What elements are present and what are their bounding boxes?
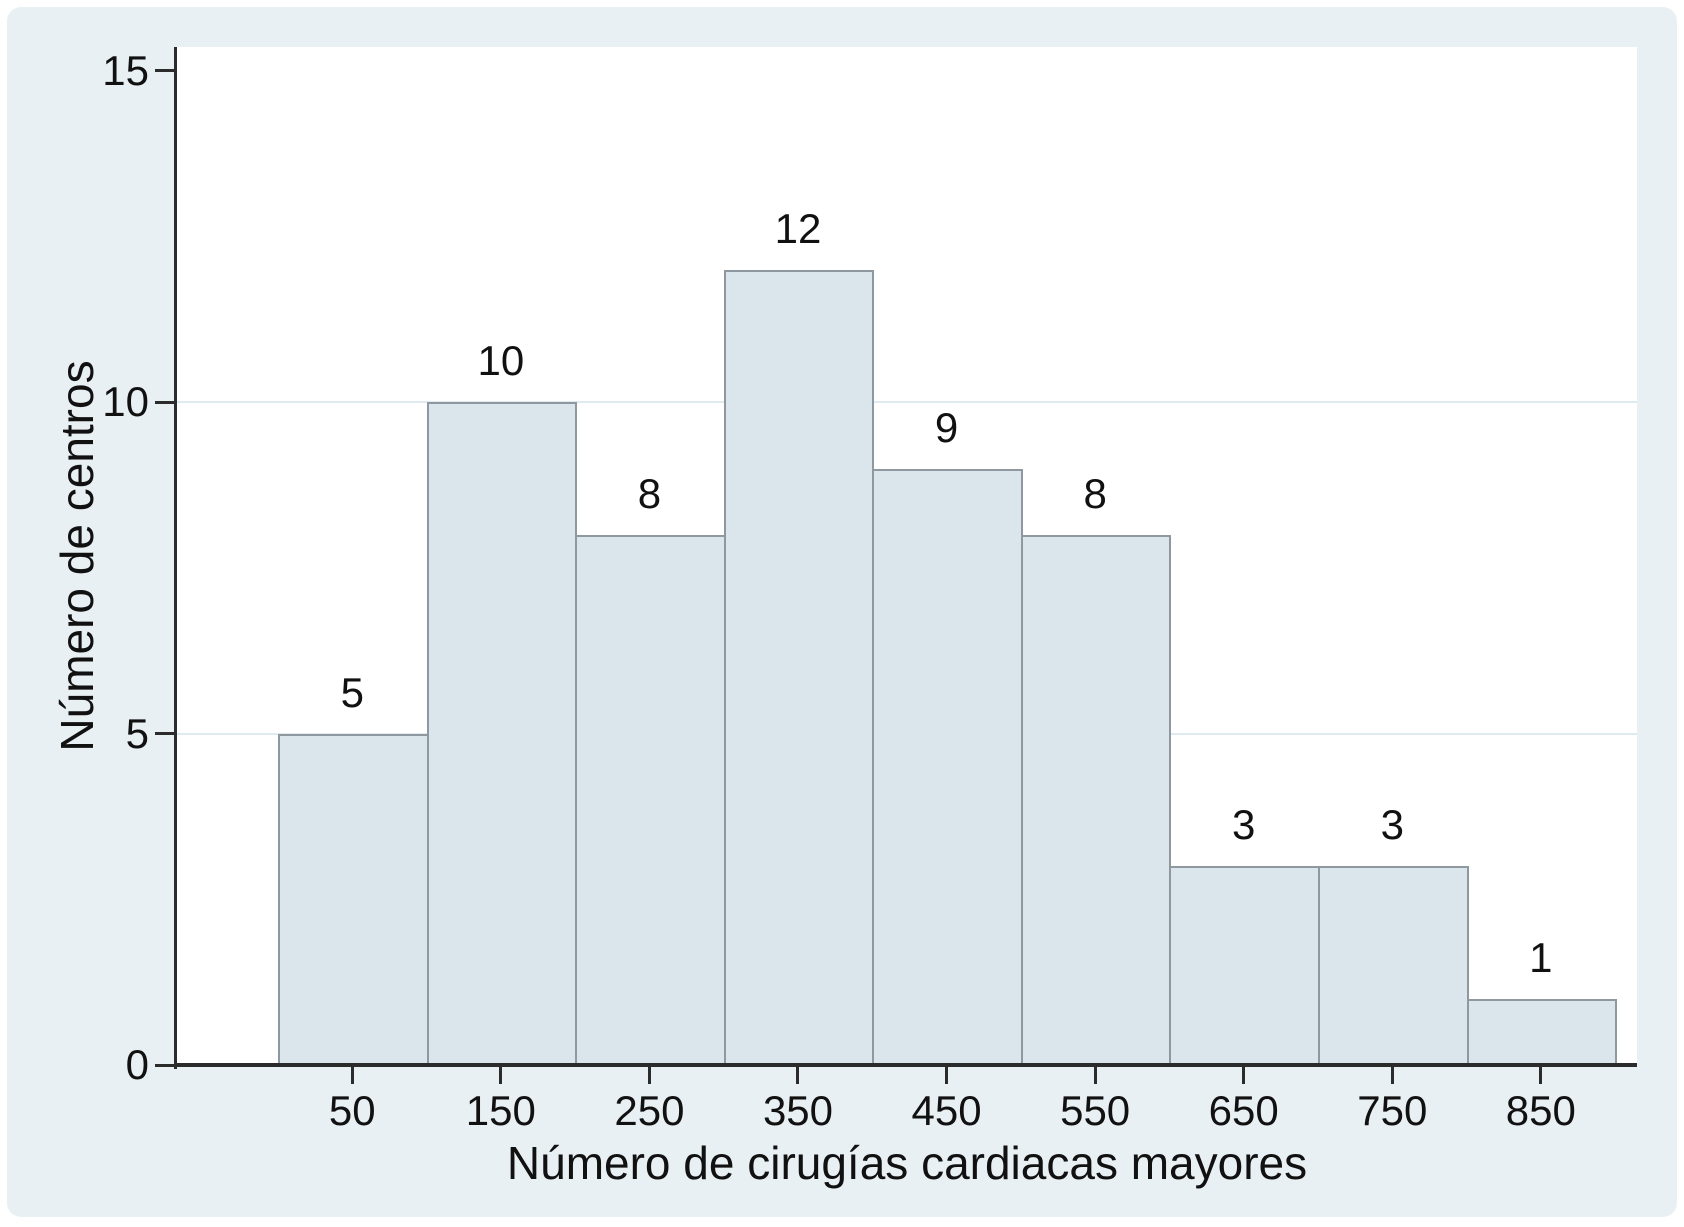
x-tick [1093, 1067, 1097, 1084]
x-axis-title: Número de cirugías cardiacas mayores [506, 1137, 1308, 1189]
bar-value-label: 8 [1083, 469, 1107, 517]
bar [278, 733, 429, 1065]
bar-value-label: 1 [1529, 933, 1553, 981]
bar-value-label: 8 [637, 469, 662, 517]
bar-value-label: 5 [340, 668, 364, 716]
bar-value-label: 9 [934, 403, 959, 451]
x-tick-label: 750 [1357, 1087, 1428, 1134]
y-axis-title: Número de centros [51, 360, 103, 752]
x-axis-line [174, 1063, 1637, 1067]
bar [1466, 998, 1618, 1065]
y-tick-label: 5 [125, 709, 149, 757]
x-tick [1539, 1067, 1543, 1084]
x-tick-label: 350 [762, 1087, 834, 1134]
y-gridline [177, 401, 1637, 404]
y-tick-label: 15 [102, 46, 149, 94]
x-tick-label: 650 [1208, 1087, 1279, 1134]
x-tick-label: 550 [1060, 1087, 1131, 1134]
x-tick-label: 150 [465, 1087, 536, 1134]
x-tick [945, 1067, 949, 1084]
x-tick-label: 850 [1505, 1087, 1576, 1134]
y-tick [155, 1063, 174, 1067]
bar [1169, 866, 1320, 1065]
bar [1020, 534, 1172, 1065]
x-tick [1390, 1067, 1394, 1084]
y-tick [155, 400, 174, 404]
bar-value-label: 3 [1232, 801, 1256, 849]
bar-value-label: 3 [1380, 801, 1404, 849]
y-axis-line [174, 47, 177, 1069]
bar-value-label: 10 [477, 337, 525, 385]
bar-value-label: 12 [774, 204, 822, 252]
x-tick [350, 1067, 354, 1084]
bar [426, 402, 578, 1065]
y-tick-label: 10 [102, 378, 149, 426]
bar [1317, 866, 1469, 1065]
x-tick-label: 450 [911, 1087, 982, 1134]
x-tick [499, 1067, 503, 1084]
x-tick-label: 50 [328, 1087, 376, 1134]
x-tick [796, 1067, 800, 1084]
y-tick-label: 0 [125, 1041, 149, 1088]
bar [575, 534, 726, 1065]
bar [872, 468, 1023, 1065]
x-tick-label: 250 [614, 1087, 685, 1134]
x-tick [1242, 1067, 1246, 1084]
bar [723, 269, 875, 1065]
x-tick [647, 1067, 651, 1084]
y-tick [155, 69, 174, 73]
y-tick [155, 732, 174, 736]
